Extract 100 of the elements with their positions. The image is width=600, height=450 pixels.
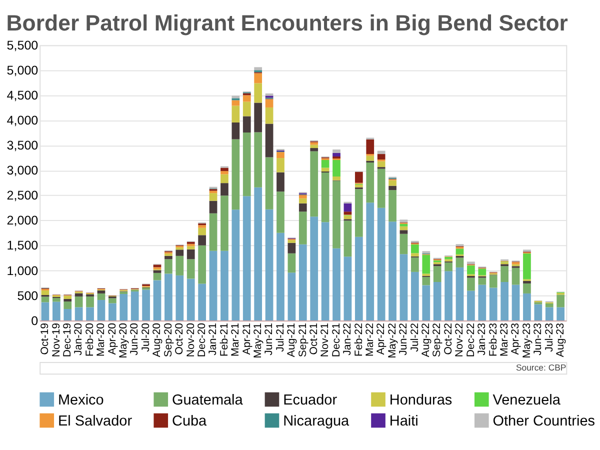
bar: [254, 187, 262, 320]
bar: [86, 296, 94, 308]
x-tick-label: May-23: [520, 322, 533, 358]
bar: [298, 195, 307, 198]
y-tick-label: 4,500: [6, 88, 38, 103]
y-tick-label: 3,500: [6, 138, 38, 153]
bar: [265, 107, 274, 124]
y-tick-label: 500: [17, 288, 38, 303]
bar: [500, 266, 508, 282]
bar: [456, 267, 464, 320]
bar: [220, 174, 228, 184]
bar: [254, 102, 262, 132]
bar: [456, 258, 464, 268]
bar: [164, 256, 172, 260]
bar: [344, 256, 352, 320]
bar: [433, 266, 442, 282]
bar: [422, 285, 430, 320]
bar: [41, 290, 50, 295]
bar: [198, 228, 206, 236]
bar: [41, 296, 50, 302]
x-tick-label: Aug-20: [151, 322, 164, 358]
bar: [545, 303, 554, 308]
bar: [298, 203, 307, 212]
x-tick-label: Nov-20: [184, 322, 197, 358]
y-tick-label: 1,000: [6, 264, 38, 278]
y-tick-label: 0: [31, 314, 38, 328]
bar: [232, 210, 240, 320]
bar: [164, 274, 172, 320]
bar: [254, 67, 262, 70]
bar: [377, 208, 386, 320]
x-tick-label: Sep-21: [296, 322, 309, 358]
bar: [377, 154, 386, 160]
bar: [332, 153, 340, 157]
bar: [478, 278, 486, 285]
bar: [254, 83, 262, 103]
bar: [489, 275, 498, 288]
bar: [556, 307, 565, 320]
x-tick-label: Jan-22: [342, 322, 354, 356]
bar: [130, 291, 139, 320]
bar: [220, 168, 228, 172]
bar: [64, 298, 72, 302]
bar: [153, 270, 162, 273]
bar: [142, 290, 150, 320]
bar: [354, 236, 363, 320]
bar: [276, 152, 284, 158]
bar: [344, 203, 352, 212]
bar: [534, 304, 542, 320]
bar: [198, 245, 206, 284]
bar: [377, 150, 386, 154]
legend-label: Honduras: [389, 392, 452, 408]
bar: [198, 284, 206, 320]
legend-label: Mexico: [58, 392, 104, 408]
bar: [176, 275, 184, 320]
bar: [198, 235, 206, 246]
bar: [400, 220, 408, 222]
bar: [422, 276, 430, 286]
x-tick-label: Apr-23: [510, 322, 522, 355]
bar: [186, 259, 195, 279]
legend-label: El Salvador: [58, 413, 132, 430]
bar: [186, 244, 195, 246]
bar: [467, 265, 475, 274]
bar: [108, 303, 116, 320]
bar: [321, 172, 330, 222]
y-tick-label: 2,000: [6, 214, 38, 228]
bar: [186, 249, 195, 260]
x-tick-label: Apr-20: [106, 322, 118, 355]
bar: [97, 290, 106, 294]
bar: [344, 220, 352, 257]
bar: [153, 264, 162, 268]
bar: [64, 301, 72, 309]
bar: [232, 106, 240, 122]
bar: [545, 307, 554, 320]
bar: [523, 280, 531, 284]
bar: [411, 253, 419, 256]
bar: [366, 156, 374, 161]
bar: [120, 294, 128, 320]
bar: [232, 122, 240, 140]
bar: [232, 96, 240, 98]
x-tick-label: May-21: [252, 322, 264, 358]
bar: [209, 200, 218, 214]
x-tick-label: Mar-23: [498, 322, 510, 357]
bar: [366, 140, 374, 154]
bar: [366, 202, 374, 320]
legend-label: Guatemala: [172, 392, 244, 408]
bar: [164, 259, 172, 274]
bar: [523, 283, 531, 294]
bar: [86, 307, 94, 320]
bar: [153, 280, 162, 320]
bar: [220, 171, 228, 174]
bar: [388, 190, 396, 222]
source-note: Source: CBP: [516, 362, 566, 373]
bar: [276, 158, 284, 172]
bar: [500, 282, 508, 320]
x-tick-label: Jul-22: [408, 322, 421, 352]
x-tick-label: Jun-20: [128, 322, 141, 356]
x-tick-label: Dec-22: [464, 322, 477, 358]
bar: [444, 256, 452, 260]
x-tick-label: Dec-20: [196, 322, 208, 358]
x-tick-label: Apr-22: [375, 322, 388, 355]
bar: [332, 176, 340, 180]
